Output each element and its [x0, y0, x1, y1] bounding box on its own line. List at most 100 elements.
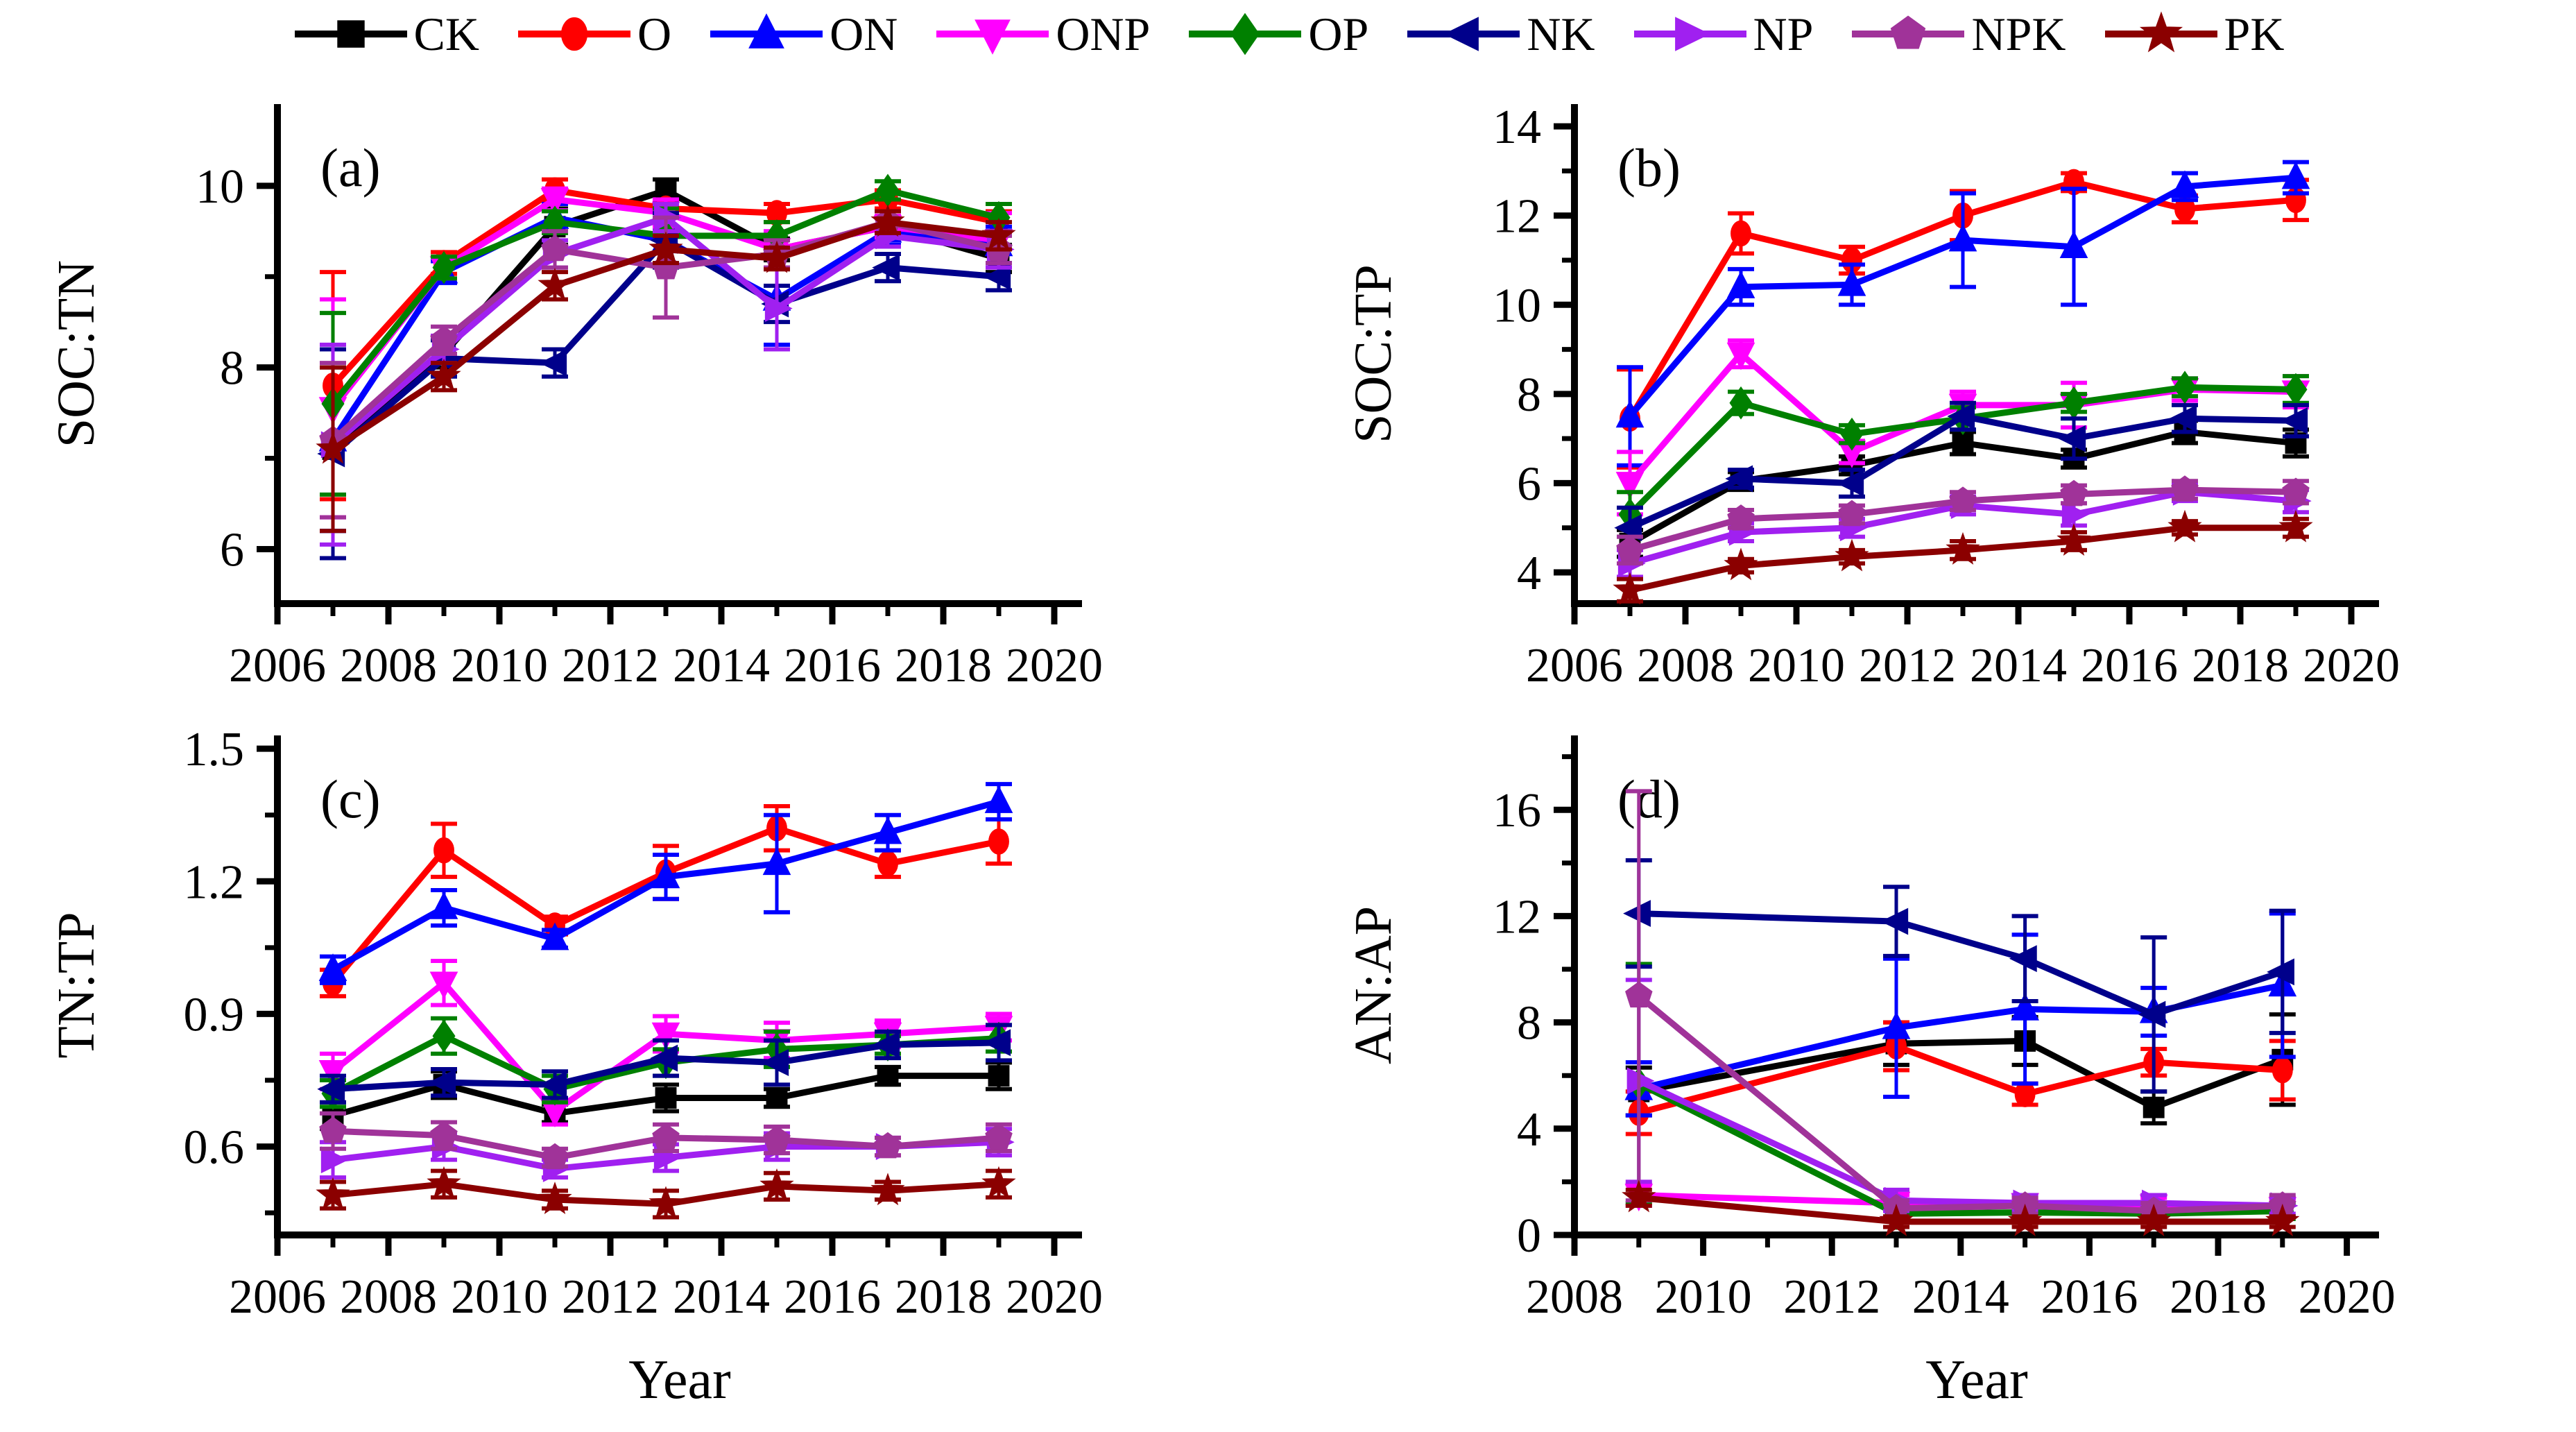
data-point-marker [764, 295, 793, 322]
data-point-marker [1616, 536, 1644, 562]
data-point-marker [1726, 271, 1755, 298]
data-point-marker [2281, 161, 2310, 189]
y-tick-label: 10 [1493, 279, 1541, 332]
legend-label: NK [1527, 8, 1595, 60]
legend-label: OP [1308, 8, 1369, 60]
legend-item-O: O [515, 10, 671, 58]
panel-label-c: (c) [320, 769, 381, 829]
x-tick-label: 2018 [2170, 1270, 2267, 1324]
y-tick-label: 1.2 [184, 855, 245, 909]
x-tick-label: 2012 [562, 1270, 659, 1324]
data-point-marker [873, 816, 902, 844]
data-point-marker [429, 892, 458, 919]
data-point-marker [541, 235, 569, 262]
x-tick-label: 2020 [1006, 639, 1103, 692]
x-tick-label: 2016 [784, 639, 881, 692]
data-point-marker [539, 349, 567, 377]
data-point-marker [1879, 1203, 1914, 1236]
data-point-marker [320, 1146, 349, 1174]
data-point-marker [1625, 981, 1653, 1008]
data-point-marker [981, 217, 1016, 250]
data-point-marker [872, 254, 900, 282]
y-tick-label: 12 [1493, 890, 1541, 944]
data-point-marker [1836, 469, 1864, 497]
data-point-marker [2143, 1096, 2165, 1118]
data-point-marker [766, 1087, 788, 1109]
data-point-marker [1613, 572, 1647, 605]
data-point-marker [540, 922, 569, 951]
data-point-marker [2173, 370, 2197, 404]
legend-label: PK [2224, 8, 2285, 60]
legend-label: ONP [1056, 8, 1151, 60]
data-point-marker [319, 1116, 347, 1143]
data-point-marker [651, 860, 680, 889]
triangle-down-legend-marker-icon [936, 19, 1049, 55]
x-tick-label: 2008 [1526, 1270, 1623, 1324]
data-point-marker [872, 1031, 900, 1059]
y-tick-label: 6 [1517, 457, 1541, 511]
data-point-marker [759, 240, 794, 273]
legend-item-NPK: NPK [1849, 10, 2066, 58]
data-point-marker [985, 1123, 1013, 1150]
data-point-marker [651, 1022, 680, 1050]
legend-item-OP: OP [1186, 10, 1368, 58]
legend: CK O ON ONP OP NK NP NPK PK [0, 10, 2576, 58]
data-point-marker [1835, 538, 1869, 572]
data-point-marker [2284, 373, 2308, 407]
x-tick-label: 2020 [2299, 1270, 2396, 1324]
data-point-marker [2136, 1203, 2171, 1236]
data-point-marker [1840, 417, 1864, 451]
data-point-marker [430, 1120, 458, 1148]
x-tick-label: 2014 [673, 639, 770, 692]
data-point-marker [2058, 425, 2086, 452]
legend-item-CK: CK [292, 10, 479, 58]
data-point-marker [1891, 15, 1926, 49]
data-point-marker [2138, 1000, 2166, 1028]
star-legend-marker-icon [2104, 11, 2217, 53]
data-point-marker [2139, 11, 2183, 53]
data-point-marker [1947, 402, 1975, 430]
legend-label: NPK [1971, 8, 2066, 60]
data-point-marker [2007, 1203, 2043, 1236]
legend-item-ON: ON [707, 10, 898, 58]
series-PK-panel-c [316, 1166, 1016, 1220]
data-point-marker [432, 1019, 456, 1053]
x-tick-label: 2010 [1748, 639, 1845, 692]
data-point-marker [2011, 993, 2039, 1021]
data-point-marker [984, 785, 1013, 813]
data-point-marker [1946, 531, 1980, 565]
data-point-marker [988, 1065, 1010, 1087]
series-NK-panel-d [1623, 858, 2296, 1094]
x-tick-label: 2016 [2081, 639, 2178, 692]
data-point-marker [650, 1044, 678, 1072]
data-point-marker [1731, 220, 1751, 247]
data-point-marker [560, 17, 588, 51]
data-point-marker [1724, 547, 1758, 581]
data-point-marker [428, 1068, 456, 1096]
data-point-marker [1727, 504, 1755, 531]
y-tick-label: 16 [1493, 784, 1541, 837]
square-legend-marker-icon [294, 20, 407, 48]
data-point-marker [541, 1143, 569, 1170]
panel-label-d: (d) [1617, 769, 1681, 829]
legend-label: NP [1753, 8, 1814, 60]
x-tick-label: 2008 [1637, 639, 1734, 692]
data-point-marker [1726, 342, 1755, 370]
y-axis-title-a: SOC:TN [47, 260, 105, 448]
data-point-marker [1882, 1011, 1911, 1039]
data-point-marker [877, 1065, 899, 1087]
panel-label-a: (a) [320, 137, 381, 198]
data-point-marker [1880, 907, 1909, 935]
x-tick-label: 2006 [229, 1270, 326, 1324]
triangle-right-legend-marker-icon [1633, 17, 1746, 51]
y-tick-label: 1.5 [184, 723, 245, 776]
data-point-marker [538, 1182, 572, 1214]
data-point-marker [2282, 477, 2310, 504]
panel-d: 2008 2010 2012 2014 2016 2018 2020 0 4 8 12 16 (d) AN… [1344, 735, 2396, 1410]
y-tick-label: 6 [220, 523, 244, 577]
data-point-marker [2169, 404, 2197, 432]
data-point-marker [1838, 500, 1866, 527]
x-tick-label: 2012 [562, 639, 659, 692]
y-tick-label: 14 [1493, 101, 1541, 154]
